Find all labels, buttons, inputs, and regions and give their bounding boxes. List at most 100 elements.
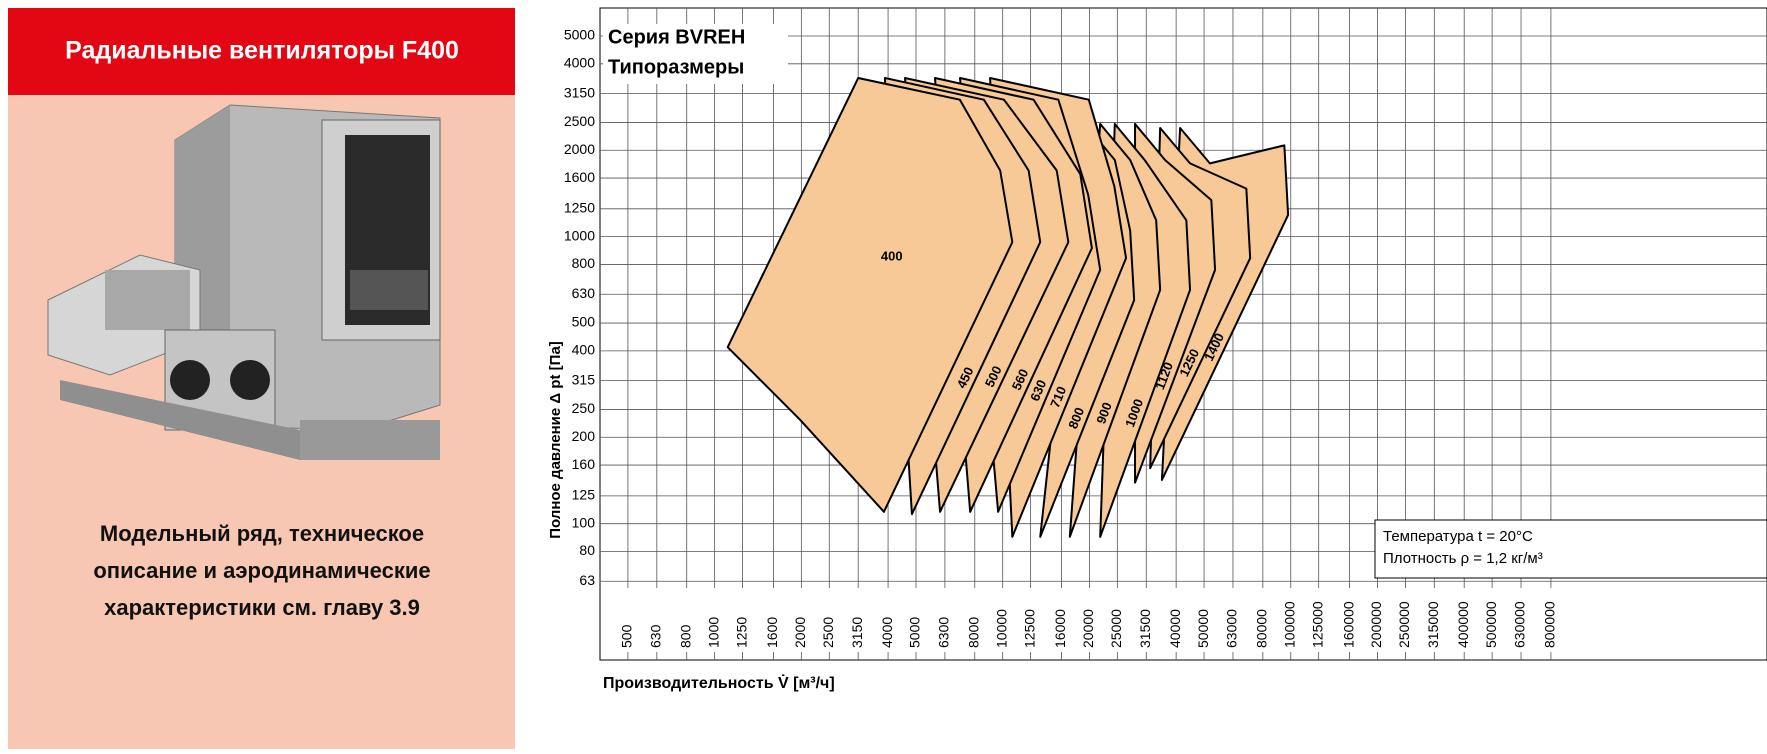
- tick-label-bg: [734, 588, 751, 652]
- x-tick-label: 20000: [1080, 609, 1096, 648]
- regions: [726, 77, 1290, 538]
- x-tick-label: 125000: [1309, 601, 1325, 648]
- x-tick-label: 315000: [1425, 601, 1441, 648]
- y-tick-label: 500: [572, 314, 596, 330]
- x-tick-label: 6300: [936, 617, 952, 648]
- y-tick-label: 125: [572, 487, 596, 503]
- x-tick-label: 40000: [1167, 609, 1183, 648]
- y-tick-label: 200: [572, 428, 596, 444]
- x-tick-label: 16000: [1052, 609, 1068, 648]
- header-bar: [8, 8, 515, 95]
- y-tick-label: 1250: [564, 200, 595, 216]
- x-tick-label: 50000: [1195, 609, 1211, 648]
- y-tick-label: 315: [572, 371, 596, 387]
- tick-label-bg: [994, 588, 1011, 652]
- fan-photo: [47, 104, 441, 460]
- chart-subtitle: Типоразмеры: [608, 56, 744, 78]
- x-tick-label: 5000: [907, 617, 923, 648]
- x-tick-label: 800000: [1542, 601, 1558, 648]
- tick-label-bg: [936, 588, 953, 652]
- x-tick-label: 31500: [1137, 609, 1153, 648]
- y-tick-label: 100: [572, 514, 596, 530]
- tick-label-bg: [648, 588, 665, 652]
- tick-label-bg: [1254, 588, 1271, 652]
- tick-label-bg: [1542, 588, 1559, 652]
- y-tick-label: 1600: [564, 169, 595, 185]
- tick-label-bg: [850, 588, 867, 652]
- x-tick-label: 80000: [1254, 609, 1270, 648]
- tick-label-bg: [1109, 588, 1126, 652]
- y-tick-label: 250: [572, 400, 596, 416]
- tick-label-bg: [1022, 588, 1039, 652]
- tick-label-bg: [1484, 588, 1501, 652]
- tick-label-bg: [1138, 588, 1155, 652]
- x-tick-label: 630000: [1512, 601, 1528, 648]
- x-tick-label: 100000: [1281, 601, 1297, 648]
- annotation: Температура t = 20°C: [1383, 528, 1533, 545]
- x-tick-label: 10000: [993, 609, 1009, 648]
- x-tick-label: 250000: [1396, 601, 1412, 648]
- y-tick-label: 630: [572, 285, 596, 301]
- x-tick-label: 200000: [1368, 601, 1384, 648]
- x-tick-label: 12500: [1021, 609, 1037, 648]
- y-tick-label: 2500: [564, 113, 595, 129]
- tick-label-bg: [1369, 588, 1386, 652]
- note-line: описание и аэродинамические: [93, 558, 430, 583]
- fan-region: [726, 77, 1014, 513]
- x-tick-label: 3150: [849, 617, 865, 648]
- size-label: 900: [1093, 400, 1115, 426]
- y-tick-label: 1000: [564, 227, 595, 243]
- tick-label-bg: [1341, 588, 1358, 652]
- x-tick-label: 500000: [1483, 601, 1499, 648]
- x-tick-label: 800: [677, 624, 693, 648]
- tick-label-bg: [1081, 588, 1098, 652]
- tick-label-bg: [1053, 588, 1070, 652]
- note-line: Модельный ряд, техническое: [100, 521, 424, 546]
- x-tick-label: 500: [619, 624, 635, 648]
- tick-label-bg: [793, 588, 810, 652]
- x-tick-label: 1000: [705, 617, 721, 648]
- tick-label-bg: [1397, 588, 1414, 652]
- y-tick-label: 160: [572, 456, 596, 472]
- tick-label-bg: [1456, 588, 1473, 652]
- tick-label-bg: [678, 588, 695, 652]
- x-axis-label: Производительность V̇ [м³/ч]: [603, 674, 835, 692]
- y-tick-label: 80: [579, 542, 595, 558]
- tick-label-bg: [880, 588, 897, 652]
- size-label: 400: [881, 248, 903, 263]
- x-tick-label: 63000: [1224, 609, 1240, 648]
- tick-label-bg: [1310, 588, 1327, 652]
- x-tick-label: 4000: [879, 617, 895, 648]
- legend-box: [1374, 519, 1767, 579]
- tick-label-bg: [1224, 588, 1241, 652]
- size-label: 800: [1065, 405, 1087, 431]
- tick-label-bg: [619, 588, 636, 652]
- x-tick-label: 2000: [792, 617, 808, 648]
- tick-label-bg: [821, 588, 838, 652]
- x-tick-label: 25000: [1108, 609, 1124, 648]
- title-box: [603, 24, 788, 84]
- y-tick-label: 800: [572, 255, 596, 271]
- tick-label-bg: [1513, 588, 1530, 652]
- x-tick-label: 1250: [733, 617, 749, 648]
- note-line: характеристики см. главу 3.9: [104, 595, 420, 620]
- tick-label-bg: [1426, 588, 1443, 652]
- chart-title: Серия BVREH: [608, 26, 745, 48]
- x-tick-label: 1600: [764, 617, 780, 648]
- y-tick-label: 4000: [564, 55, 595, 71]
- y-tick-label: 3150: [564, 84, 595, 100]
- y-tick-label: 2000: [564, 141, 595, 157]
- x-tick-label: 400000: [1455, 601, 1471, 648]
- annotation: Плотность ρ = 1,2 кг/м³: [1383, 550, 1543, 567]
- tick-label-bg: [966, 588, 983, 652]
- y-tick-label: 400: [572, 342, 596, 358]
- y-axis-label: Полное давление Δ pt [Па]: [547, 341, 564, 539]
- tick-label-bg: [1168, 588, 1185, 652]
- y-tick-label: 63: [579, 572, 595, 588]
- x-tick-label: 2500: [820, 617, 836, 648]
- x-tick-label: 630: [648, 624, 664, 648]
- y-tick-label: 5000: [564, 27, 595, 43]
- tick-label-bg: [765, 588, 782, 652]
